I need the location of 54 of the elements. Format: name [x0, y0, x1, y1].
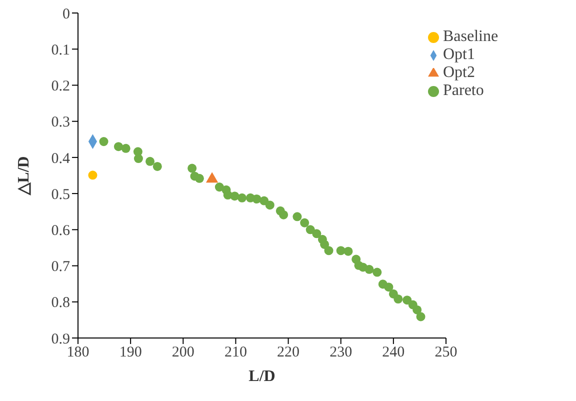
point: [364, 264, 374, 274]
point: [88, 170, 98, 180]
point: [394, 294, 403, 304]
point: [194, 174, 204, 183]
x-tick-label: 230: [330, 344, 352, 361]
x-tick-label: 190: [119, 344, 142, 361]
y-tick-label: 0.1: [51, 42, 70, 58]
point: [146, 156, 155, 166]
point: [265, 200, 274, 210]
point: [214, 182, 224, 192]
y-tick-label: 0.6: [51, 222, 70, 239]
legend-label: Pareto: [443, 82, 484, 99]
point: [152, 162, 162, 171]
point: [372, 268, 382, 277]
point: [121, 144, 130, 153]
point: [230, 192, 240, 201]
y-tick-label: 0.2: [51, 78, 70, 95]
x-tick-label: 250: [434, 344, 458, 361]
y-tick-label: 0.8: [51, 295, 70, 312]
point: [300, 218, 310, 228]
y-tick-label: 0.9: [51, 331, 70, 348]
point: [320, 240, 330, 249]
x-tick-label: 200: [172, 344, 194, 361]
x-axis-title: L/D: [248, 368, 276, 385]
point: [416, 312, 426, 322]
y-axis-title: △L/D: [16, 156, 33, 196]
legend-label: Opt2: [443, 64, 475, 81]
point: [134, 154, 143, 164]
point: [252, 194, 262, 204]
point: [188, 164, 197, 173]
point: [402, 296, 412, 305]
point: [114, 142, 123, 152]
point: [412, 305, 422, 314]
legend-label: Baseline: [443, 28, 498, 45]
y-tick-label: 0.5: [51, 186, 70, 203]
point: [292, 212, 302, 222]
x-tick-label: 240: [382, 344, 405, 361]
point: [336, 246, 346, 256]
x-tick-label: 180: [66, 344, 90, 361]
point: [312, 229, 322, 238]
point: [306, 225, 315, 234]
y-tick-label: 0: [62, 6, 70, 22]
x-tick-label: 210: [224, 344, 247, 361]
point: [279, 210, 288, 220]
x-tick-label: 220: [277, 344, 300, 361]
point: [384, 282, 394, 292]
y-tick-label: 0.4: [51, 150, 70, 167]
y-tick-label: 0.7: [51, 259, 70, 276]
legend-label: Opt1: [443, 46, 475, 63]
point: [324, 246, 334, 256]
point: [99, 137, 108, 146]
point: [344, 246, 353, 256]
point: [238, 193, 247, 202]
y-tick-label: 0.3: [51, 114, 70, 131]
